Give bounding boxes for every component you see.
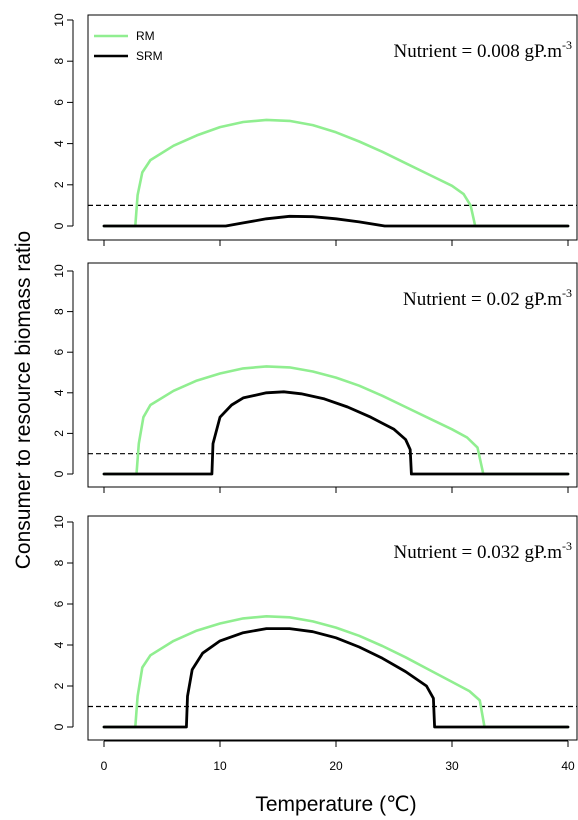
y-tick-label: 4 [52,140,66,147]
series-line-srm [102,214,570,228]
panel-2: 0 2 4 6 8 10 Nutrient = 0.02 gP.m-3 [52,262,578,493]
y-tick-label: 0 [52,723,66,730]
nutrient-annotation: Nutrient = 0.032 gP.m-3 [393,539,572,563]
series-line-rm [102,118,570,228]
annotation-superscript: -3 [562,286,572,300]
y-tick-label: 2 [52,430,66,437]
annotation-text: Nutrient = 0.032 gP.m [393,542,562,563]
y-tick-label: 8 [52,559,66,566]
y-tick-label: 6 [52,600,66,607]
legend-label-srm: SRM [136,49,163,63]
y-tick-label: 10 [52,264,66,278]
panel-frame [87,515,578,741]
annotation-superscript: -3 [562,539,572,553]
panel-1: 0 2 4 6 8 10 Nutrient = 0.008 gP.m-3 RM SRM [52,13,578,246]
x-tick-label: 20 [329,759,343,773]
legend-label-rm: RM [136,29,155,43]
annotation-text: Nutrient = 0.008 gP.m [393,41,562,62]
panel-frame [87,262,578,488]
y-tick-label: 10 [52,13,66,27]
panel-3: 0 2 4 6 8 10 0 10 20 30 40 Nutrient = 0.032 gP.m-3 [52,515,578,773]
y-tick-label: 8 [52,308,66,315]
y-tick-label: 6 [52,99,66,106]
annotation-text: Nutrient = 0.02 gP.m [403,289,562,310]
x-tick-label: 10 [213,759,227,773]
y-axis-title: Consumer to resource biomass ratio [12,231,35,569]
y-tick-label: 2 [52,682,66,689]
y-tick-label: 4 [52,641,66,648]
x-tick-label: 40 [561,759,575,773]
y-tick-label: 2 [52,181,66,188]
y-tick-label: 8 [52,58,66,65]
x-axis-title: Temperature (℃) [255,793,416,816]
x-tick-label: 30 [445,759,459,773]
y-tick-label: 4 [52,389,66,396]
y-tick-label: 6 [52,349,66,356]
annotation-superscript: -3 [562,38,572,52]
y-tick-label: 10 [52,515,66,529]
series-line-srm [102,390,570,476]
nutrient-annotation: Nutrient = 0.008 gP.m-3 [393,38,572,62]
y-tick-label: 0 [52,222,66,229]
legend: RM SRM [94,29,163,63]
series-line-rm [102,365,570,476]
panel-frame [87,14,578,241]
series-line-rm [102,615,570,729]
nutrient-annotation: Nutrient = 0.02 gP.m-3 [403,286,572,310]
series-line-srm [102,627,570,729]
y-tick-label: 0 [52,470,66,477]
x-tick-label: 0 [101,759,108,773]
